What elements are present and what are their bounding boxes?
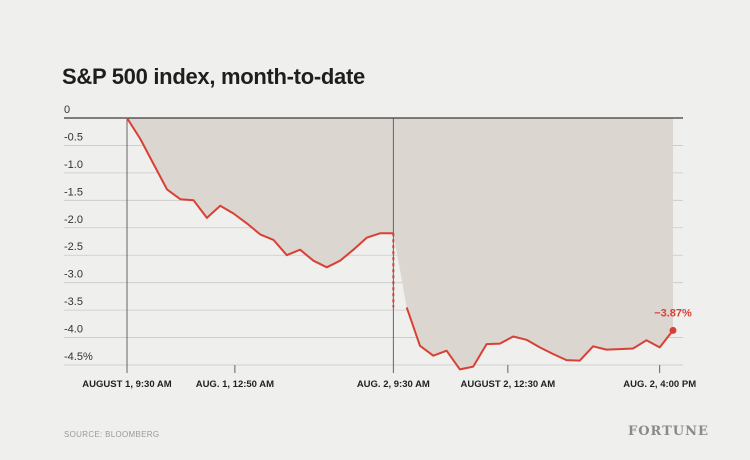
y-tick-label: -2.0 <box>64 214 83 226</box>
y-tick-label: -4.5% <box>64 351 93 363</box>
x-tick-label: AUG. 2, 9:30 AM <box>357 379 430 390</box>
series-line <box>126 117 394 269</box>
end-point-marker <box>669 326 677 334</box>
source-note: SOURCE: BLOOMBERG <box>64 430 160 439</box>
y-tick-label: -4.0 <box>64 324 83 336</box>
x-tick-label: AUGUST 1, 9:30 AM <box>82 379 171 390</box>
end-value-label: −3.87% <box>654 307 692 319</box>
y-tick-label: -1.5 <box>64 186 83 198</box>
fortune-logo: FORTUNE <box>628 424 709 439</box>
y-tick-label: 0 <box>64 104 70 116</box>
area-fill <box>127 118 673 370</box>
y-tick-label: -2.5 <box>64 241 83 253</box>
x-tick-label: AUG. 1, 12:50 AM <box>196 379 274 390</box>
chart-title: S&P 500 index, month-to-date <box>62 64 365 89</box>
y-tick-label: -3.5 <box>64 296 83 308</box>
line-layer <box>126 117 677 371</box>
y-tick-label: -3.0 <box>64 269 83 281</box>
y-tick-label: -1.0 <box>64 159 83 171</box>
y-tick-label: -0.5 <box>64 131 83 143</box>
x-tick-label: AUG. 2, 4:00 PM <box>623 379 696 390</box>
area-layer <box>127 118 673 370</box>
label-layer: 0 -0.5 -1.0 -1.5 -2.0 -2.5 -3.0 -3.5 -4.0 -4.5% AU… <box>64 104 696 390</box>
series-line <box>405 307 674 371</box>
x-tick-label: AUGUST 2, 12:30 AM <box>461 379 556 390</box>
